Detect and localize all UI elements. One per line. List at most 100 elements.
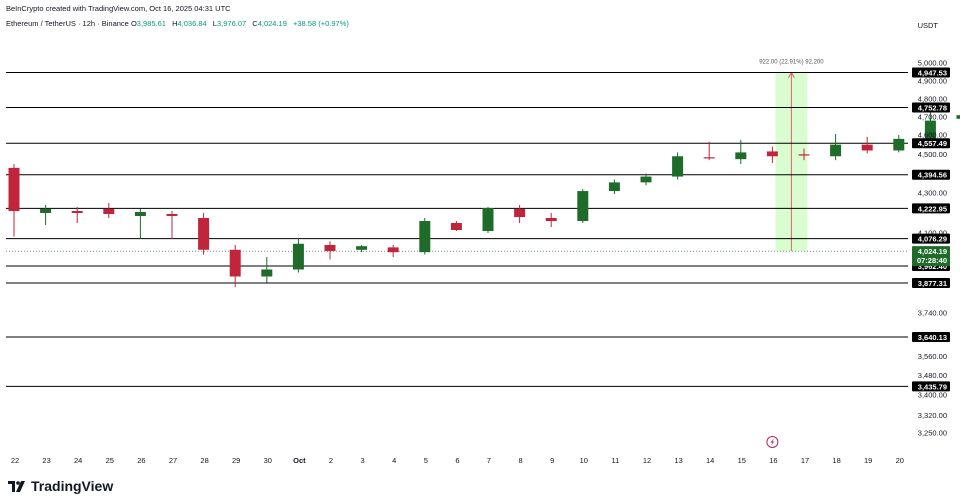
x-tick-label: 9 [550, 456, 554, 465]
candle-down [229, 249, 241, 277]
level-price-tag: 4,752.78 [918, 103, 947, 112]
candle-up [419, 221, 431, 253]
lightning-icon [770, 438, 775, 446]
x-tick-label: 30 [264, 456, 272, 465]
candle-up [292, 243, 304, 270]
x-tick-label: 7 [487, 456, 491, 465]
candle-down [766, 151, 778, 157]
level-price-tag: 3,962.40 [918, 262, 947, 271]
y-tick-label: 4,700.00 [918, 113, 947, 122]
last-price-value: 4,024.19 [918, 247, 947, 256]
level-price-tag: 4,394.56 [918, 171, 947, 180]
level-price-tag: 4,557.49 [918, 139, 947, 148]
level-price-tag-bg [912, 332, 950, 342]
level-price-tag-bg [912, 67, 950, 78]
candle-down [450, 223, 462, 230]
measure-label: 922.00 (22.91%) 92,200 [759, 60, 824, 66]
y-tick-label: 3,250.00 [918, 429, 947, 438]
candle-down [861, 144, 873, 151]
ohlc-line: Ethereum / TetherUS · 12h · Binance O3,9… [6, 19, 349, 28]
y-tick-label: 3,320.00 [918, 411, 947, 420]
x-tick-label: 22 [11, 456, 19, 465]
x-tick-label: 13 [674, 456, 682, 465]
y-tick-label: 4,900.00 [918, 77, 947, 86]
x-tick-label: 11 [612, 456, 620, 465]
level-price-tag-bg [912, 138, 950, 149]
x-tick-label: 10 [580, 456, 588, 465]
level-price-tag-bg [912, 169, 950, 180]
change-value: +38.58 (+0.97%) [292, 19, 349, 28]
currency-label[interactable]: USDT [917, 21, 938, 30]
candle-up [134, 212, 146, 216]
candle-down [798, 154, 810, 156]
y-tick-label: 5,000.00 [918, 59, 947, 68]
bar-countdown: 07:28:40 [917, 256, 947, 265]
x-tick-label: 26 [137, 456, 145, 465]
x-tick-label: 28 [200, 456, 208, 465]
candle-down [545, 218, 557, 221]
level-price-tag: 4,222.95 [918, 204, 947, 213]
x-tick-label: 2 [329, 456, 333, 465]
tradingview-branding[interactable]: TradingView [8, 478, 113, 494]
y-tick-label: 3,560.00 [918, 352, 947, 361]
level-price-tag-bg [912, 102, 950, 113]
candle-down [166, 214, 178, 216]
candle-up [830, 144, 842, 157]
x-tick-label: 12 [643, 456, 651, 465]
x-tick-label: 29 [232, 456, 240, 465]
last-price-tag-bg [912, 246, 950, 267]
tradingview-logo-icon [8, 480, 25, 492]
symbol-title[interactable]: Ethereum / TetherUS · 12h · Binance [6, 19, 129, 28]
low-value: 3,976.07 [216, 19, 247, 28]
candle-up [40, 209, 52, 213]
low-label: L [212, 19, 217, 28]
x-tick-label: 6 [455, 456, 459, 465]
candle-up [956, 115, 960, 119]
x-tick-label: 15 [738, 456, 746, 465]
y-tick-label: 4,100.00 [918, 229, 947, 238]
level-price-tag: 3,435.79 [918, 382, 947, 391]
high-label: H [172, 19, 178, 28]
candle-up [608, 182, 620, 192]
candle-up [672, 156, 684, 177]
level-price-tag: 3,640.13 [918, 333, 947, 342]
level-price-tag-bg [912, 381, 950, 392]
x-tick-label: 8 [519, 456, 523, 465]
x-tick-label: 3 [361, 456, 365, 465]
level-price-tag-bg [912, 233, 950, 244]
candle-down [387, 247, 399, 253]
y-tick-label: 3,480.00 [918, 371, 947, 380]
level-price-tag: 3,877.31 [918, 279, 947, 288]
candle-up [356, 246, 368, 250]
x-tick-label: 14 [706, 456, 714, 465]
candle-down [514, 209, 526, 217]
level-price-tag-bg [912, 278, 950, 288]
x-tick-label: 16 [769, 456, 777, 465]
candle-up [482, 208, 494, 231]
credit-line: BeInCrypto created with TradingView.com,… [6, 4, 231, 13]
candle-down [703, 157, 715, 159]
x-tick-label: 27 [169, 456, 177, 465]
x-tick-label: 24 [74, 456, 82, 465]
x-tick-label: 4 [392, 456, 396, 465]
chart-header: BeInCrypto created with TradingView.com,… [6, 4, 349, 28]
x-tick-label: 20 [896, 456, 904, 465]
high-value: 4,036.84 [177, 19, 207, 28]
x-tick-label: 5 [424, 456, 428, 465]
x-tick-label: 18 [832, 456, 840, 465]
open-value: 3,985.61 [136, 19, 166, 28]
y-tick-label: 3,740.00 [918, 309, 947, 318]
open-label: O [130, 19, 137, 28]
x-tick-label: 17 [801, 456, 809, 465]
level-price-tag: 4,076.29 [918, 235, 947, 244]
y-tick-label: 4,500.00 [918, 150, 947, 159]
close-value: 4,024.19 [257, 19, 287, 28]
candle-up [577, 191, 589, 221]
x-tick-label: 19 [864, 456, 872, 465]
x-tick-label: 23 [42, 456, 50, 465]
candle-up [735, 152, 747, 160]
level-price-tag: 4,947.53 [918, 68, 947, 77]
y-tick-label: 4,600.00 [918, 131, 947, 140]
candle-up [640, 176, 652, 183]
